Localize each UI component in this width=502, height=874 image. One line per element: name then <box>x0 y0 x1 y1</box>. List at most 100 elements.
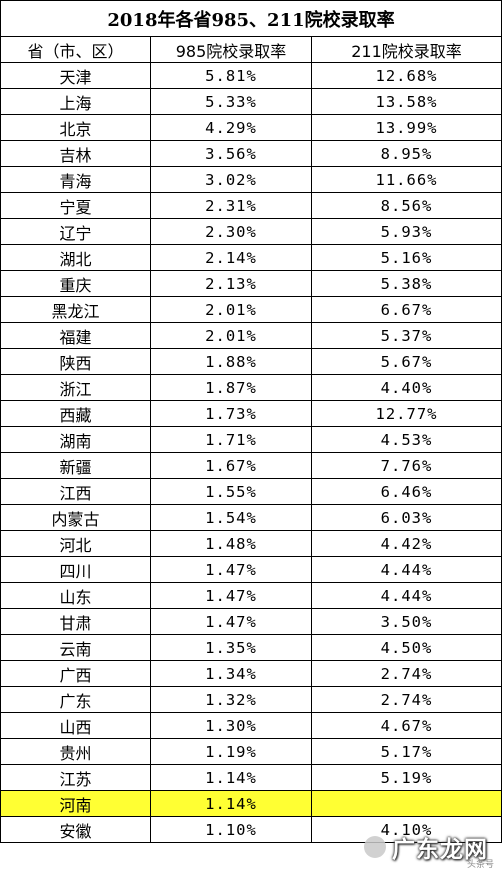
table-row: 甘肃 1.47% 3.50% <box>0 608 502 635</box>
cell-211-rate: 5.16% <box>310 244 502 271</box>
cell-province: 辽宁 <box>0 218 151 245</box>
table-row: 浙江 1.87% 4.40% <box>0 374 502 401</box>
header-985-rate: 985院校录取率 <box>150 36 312 63</box>
cell-211-rate: 7.76% <box>310 452 502 479</box>
cell-211-rate: 5.37% <box>310 322 502 349</box>
cell-211-rate: 4.40% <box>310 374 502 401</box>
cell-province: 甘肃 <box>0 608 151 635</box>
cell-211-rate: 5.93% <box>310 218 502 245</box>
cell-province: 广西 <box>0 660 151 687</box>
cell-985-rate: 1.32% <box>150 686 312 713</box>
cell-985-rate: 1.47% <box>150 582 312 609</box>
cell-985-rate: 4.29% <box>150 114 312 141</box>
cell-province: 上海 <box>0 88 151 115</box>
table-row: 黑龙江 2.01% 6.67% <box>0 296 502 323</box>
cell-province: 新疆 <box>0 452 151 479</box>
cell-985-rate: 2.14% <box>150 244 312 271</box>
cell-211-rate <box>310 790 502 817</box>
table-row: 北京 4.29% 13.99% <box>0 114 502 141</box>
cell-211-rate: 3.50% <box>310 608 502 635</box>
cell-province: 北京 <box>0 114 151 141</box>
cell-985-rate: 5.81% <box>150 62 312 89</box>
cell-211-rate: 4.42% <box>310 530 502 557</box>
cell-province: 江西 <box>0 478 151 505</box>
table-row: 内蒙古 1.54% 6.03% <box>0 504 502 531</box>
table-row: 上海 5.33% 13.58% <box>0 88 502 115</box>
table-row: 西藏 1.73% 12.77% <box>0 400 502 427</box>
cell-province: 湖北 <box>0 244 151 271</box>
cell-211-rate: 13.58% <box>310 88 502 115</box>
cell-province: 吉林 <box>0 140 151 167</box>
cell-985-rate: 2.31% <box>150 192 312 219</box>
cell-211-rate: 5.19% <box>310 764 502 791</box>
cell-211-rate: 4.44% <box>310 582 502 609</box>
cell-province: 宁夏 <box>0 192 151 219</box>
cell-province: 四川 <box>0 556 151 583</box>
cell-province: 内蒙古 <box>0 504 151 531</box>
cell-211-rate: 11.66% <box>310 166 502 193</box>
table-row: 河南 1.14% <box>0 790 502 817</box>
table-row: 福建 2.01% 5.37% <box>0 322 502 349</box>
cell-985-rate: 2.30% <box>150 218 312 245</box>
cell-211-rate: 5.38% <box>310 270 502 297</box>
watermark-sub: 头条号 <box>466 860 494 870</box>
cell-province: 河南 <box>0 790 151 817</box>
cell-985-rate: 1.35% <box>150 634 312 661</box>
table-title-row: 2018年各省985、211院校录取率 <box>0 0 502 37</box>
cell-985-rate: 5.33% <box>150 88 312 115</box>
cell-985-rate: 1.55% <box>150 478 312 505</box>
cell-985-rate: 1.48% <box>150 530 312 557</box>
cell-985-rate: 1.10% <box>150 816 312 843</box>
table-header-row: 省（市、区） 985院校录取率 211院校录取率 <box>0 36 502 63</box>
cell-985-rate: 1.71% <box>150 426 312 453</box>
cell-985-rate: 2.01% <box>150 322 312 349</box>
cell-211-rate: 6.67% <box>310 296 502 323</box>
cell-province: 湖南 <box>0 426 151 453</box>
cell-province: 西藏 <box>0 400 151 427</box>
cell-211-rate: 6.03% <box>310 504 502 531</box>
cell-211-rate: 8.95% <box>310 140 502 167</box>
table-title: 2018年各省985、211院校录取率 <box>0 0 502 37</box>
table-row: 安徽 1.10% 4.10% <box>0 816 502 843</box>
cell-province: 山西 <box>0 712 151 739</box>
table-row: 新疆 1.67% 7.76% <box>0 452 502 479</box>
cell-211-rate: 5.67% <box>310 348 502 375</box>
cell-211-rate: 2.74% <box>310 660 502 687</box>
table-row: 吉林 3.56% 8.95% <box>0 140 502 167</box>
cell-province: 重庆 <box>0 270 151 297</box>
cell-985-rate: 1.88% <box>150 348 312 375</box>
cell-211-rate: 6.46% <box>310 478 502 505</box>
cell-985-rate: 1.47% <box>150 608 312 635</box>
table-row: 江苏 1.14% 5.19% <box>0 764 502 791</box>
table-row: 贵州 1.19% 5.17% <box>0 738 502 765</box>
cell-211-rate: 4.44% <box>310 556 502 583</box>
cell-985-rate: 1.14% <box>150 764 312 791</box>
cell-province: 浙江 <box>0 374 151 401</box>
cell-985-rate: 1.47% <box>150 556 312 583</box>
cell-985-rate: 1.87% <box>150 374 312 401</box>
table-row: 陕西 1.88% 5.67% <box>0 348 502 375</box>
cell-province: 陕西 <box>0 348 151 375</box>
cell-211-rate: 4.53% <box>310 426 502 453</box>
cell-211-rate: 12.77% <box>310 400 502 427</box>
cell-211-rate: 12.68% <box>310 62 502 89</box>
table-row: 广西 1.34% 2.74% <box>0 660 502 687</box>
table-row: 四川 1.47% 4.44% <box>0 556 502 583</box>
header-province: 省（市、区） <box>0 36 151 63</box>
cell-211-rate: 4.67% <box>310 712 502 739</box>
cell-985-rate: 1.30% <box>150 712 312 739</box>
table-row: 广东 1.32% 2.74% <box>0 686 502 713</box>
table-row: 青海 3.02% 11.66% <box>0 166 502 193</box>
cell-985-rate: 1.67% <box>150 452 312 479</box>
table-row: 云南 1.35% 4.50% <box>0 634 502 661</box>
cell-985-rate: 1.19% <box>150 738 312 765</box>
cell-province: 安徽 <box>0 816 151 843</box>
cell-985-rate: 2.13% <box>150 270 312 297</box>
cell-province: 云南 <box>0 634 151 661</box>
cell-province: 山东 <box>0 582 151 609</box>
table-row: 江西 1.55% 6.46% <box>0 478 502 505</box>
cell-province: 河北 <box>0 530 151 557</box>
cell-211-rate: 2.74% <box>310 686 502 713</box>
cell-985-rate: 2.01% <box>150 296 312 323</box>
cell-985-rate: 3.56% <box>150 140 312 167</box>
